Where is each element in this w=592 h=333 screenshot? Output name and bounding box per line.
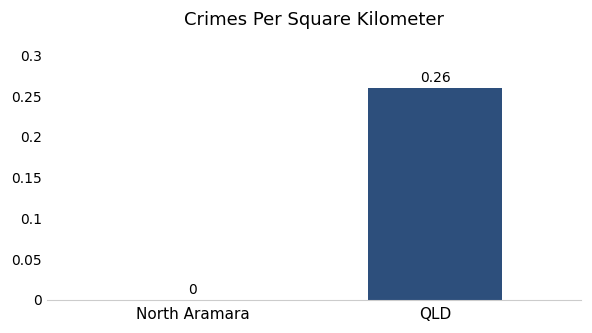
Text: 0: 0 bbox=[188, 283, 197, 297]
Bar bbox=[368, 88, 502, 300]
Text: 0.26: 0.26 bbox=[420, 71, 451, 85]
Title: Crimes Per Square Kilometer: Crimes Per Square Kilometer bbox=[184, 11, 444, 29]
